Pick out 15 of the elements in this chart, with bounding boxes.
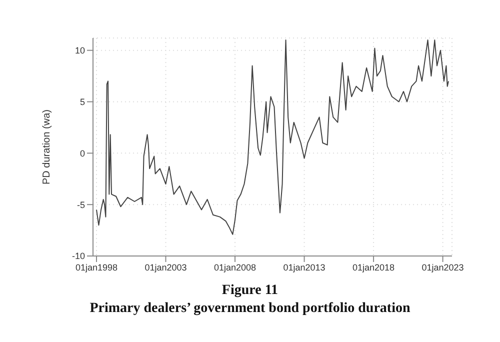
x-tick-label: 01jan2013 xyxy=(283,262,326,272)
x-tick-label: 01jan2018 xyxy=(352,262,395,272)
line-series xyxy=(96,40,450,235)
y-tick-label: 0 xyxy=(80,148,85,158)
y-tick-label: 5 xyxy=(80,96,85,107)
x-tick-label: 01jan1998 xyxy=(75,262,118,272)
x-tick-label: 01jan2003 xyxy=(144,262,187,272)
x-tick-label: 01jan2023 xyxy=(422,262,464,272)
y-tick-label: -10 xyxy=(72,251,85,262)
text: Figure 11 xyxy=(220,282,280,300)
y-axis-title: PD duration (wa) xyxy=(42,109,53,185)
x-tick-label: 01jan2008 xyxy=(214,262,256,272)
text: Primary dealers’ government bond portfolio duration xyxy=(88,300,412,318)
y-tick-label: -5 xyxy=(76,200,85,210)
y-tick-label: 10 xyxy=(74,46,85,56)
